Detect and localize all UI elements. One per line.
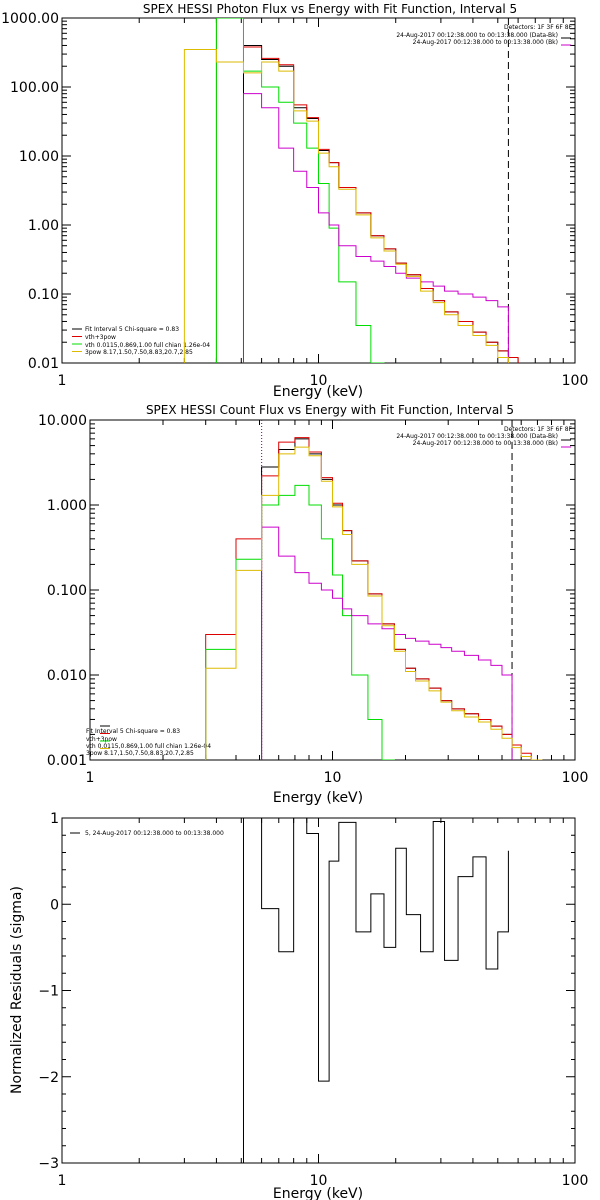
y-tick-label: −2 — [38, 1070, 59, 1086]
y-tick-label: 0.01 — [28, 356, 59, 372]
y-tick-label: −1 — [38, 984, 59, 1000]
header-right: Detectors: 1F 3F 6F 8F 24-Aug-2017 00:12… — [396, 426, 572, 447]
x-tick-label: 1 — [58, 373, 67, 389]
y-tick-label: 1000.00 — [1, 11, 59, 27]
y-tick-label: 0.010 — [47, 668, 87, 684]
x-tick-label: 10 — [310, 1173, 328, 1189]
legend-bottom-left: Fit Interval 5 Chi-square = 0.83 vth+3po… — [85, 326, 210, 356]
series-group — [205, 437, 543, 760]
x-axis-label: Energy (keV) — [273, 384, 363, 400]
header-detectors: Detectors: 1F 3F 6F 8F — [504, 426, 573, 433]
legend-vth-3pow: vth+3pow — [86, 736, 117, 743]
chart-title: SPEX HESSI Photon Flux vs Energy with Fi… — [143, 2, 517, 16]
header-data-interval: 24-Aug-2017 00:12:38.000 to 00:13:38.000… — [396, 433, 558, 440]
chart-marks-2: 1 10 100 0.001 0.010 0.100 1.000 10.000 — [38, 413, 588, 786]
y-tick-label: 100.00 — [10, 80, 59, 96]
y-axis-label: Normalized Residuals (sigma) — [9, 886, 25, 1094]
y-tick-label: −3 — [38, 1156, 59, 1172]
y-tick-label: 0 — [50, 897, 59, 913]
y-tick-label: 0.001 — [47, 753, 87, 769]
series-1-line — [242, 818, 509, 1163]
y-tick-label: 10.000 — [38, 413, 87, 429]
y-tick-label: 0.100 — [47, 583, 87, 599]
x-tick-label: 100 — [562, 1173, 589, 1189]
series-3-line — [215, 18, 385, 363]
legend-vth: vth 0.0115,0.869,1.00 full chian 1.26e-0… — [86, 743, 211, 750]
legend-vth: vth 0.0115,0.869,1.00 full chian 1.26e-0… — [85, 342, 210, 349]
x-axis-label: Energy (keV) — [273, 1186, 363, 1200]
legend-bottom-left: Fit Interval 5 Chi-square = 0.83 vth+3po… — [86, 728, 211, 757]
header-data-interval: 24-Aug-2017 00:12:38.000 to 00:13:38.000… — [396, 32, 558, 39]
x-tick-label: 100 — [562, 373, 589, 389]
legend-3pow: 3pow 8.17,1.50,7.50,8.83,20.7,2.85 — [85, 349, 193, 356]
legend-fit-interval: Fit Interval 5 Chi-square = 0.83 — [85, 326, 179, 333]
legend-3pow: 3pow 8.17,1.50,7.50,8.83,20.7,2.85 — [86, 750, 194, 757]
x-tick-label: 1 — [58, 1173, 67, 1189]
y-tick-label: 10.00 — [19, 149, 59, 165]
legend-label: 5, 24-Aug-2017 00:12:38.000 to 00:13:38.… — [85, 830, 224, 837]
series-5-line — [183, 48, 509, 363]
chart-marks-1: 1 10 100 0.01 0.10 1.00 10.00 100.00 1000.00 — [1, 11, 588, 389]
chart-title: SPEX HESSI Count Flux vs Energy with Fit… — [146, 403, 514, 417]
series-group — [242, 818, 509, 1163]
x-tick-label: 10 — [310, 373, 328, 389]
legend-vth-3pow: vth+3pow — [85, 334, 116, 341]
chart-marks-3: 1 10 100 −3 −2 −1 0 1 — [38, 811, 588, 1189]
y-tick-label: 1.00 — [28, 218, 59, 234]
header-detectors: Detectors: 1F 3F 6F 8F — [504, 24, 573, 31]
x-tick-label: 10 — [324, 770, 342, 786]
y-tick-label: 0.10 — [28, 287, 59, 303]
header-right: Detectors: 1F 3F 6F 8F 24-Aug-2017 00:12… — [396, 24, 572, 46]
x-axis-label: Energy (keV) — [273, 790, 363, 806]
x-tick-label: 100 — [562, 770, 589, 786]
y-tick-label: 1.000 — [47, 498, 87, 514]
x-tick-label: 1 — [86, 770, 95, 786]
series-4-line — [242, 93, 509, 363]
header-bk-interval: 24-Aug-2017 00:12:38.000 to 00:13:38.000… — [413, 440, 558, 447]
legend-fit-interval: Fit Interval 5 Chi-square = 0.83 — [86, 728, 180, 735]
series-group — [183, 18, 519, 363]
series-5-line — [205, 446, 543, 760]
y-tick-label: 1 — [50, 811, 59, 827]
header-bk-interval: 24-Aug-2017 00:12:38.000 to 00:13:38.000… — [413, 39, 558, 46]
